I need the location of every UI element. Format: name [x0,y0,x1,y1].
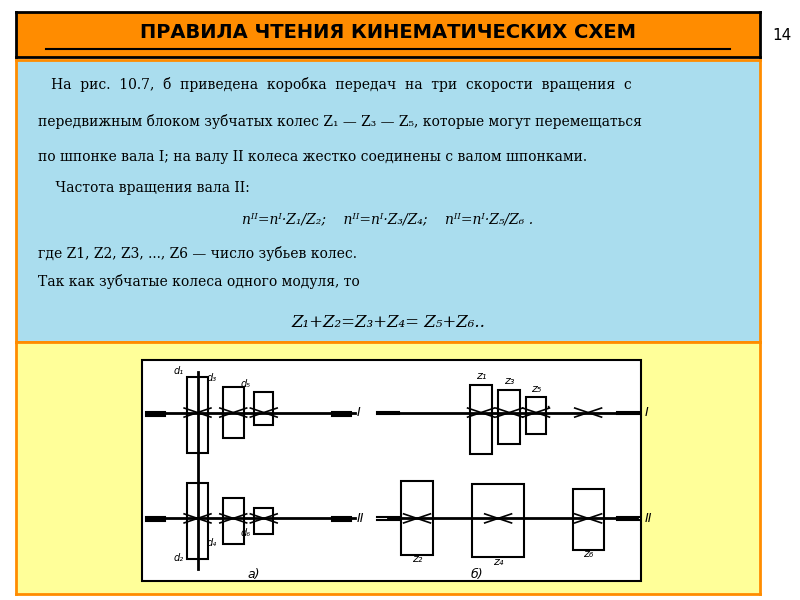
Text: где Z1, Z2, Z3, ..., Z6 — число зубьев колес.: где Z1, Z2, Z3, ..., Z6 — число зубьев к… [38,246,358,261]
Text: d₆: d₆ [241,527,251,538]
Text: z₅: z₅ [531,385,542,394]
Text: z₄: z₄ [493,557,503,567]
Text: Частота вращения вала II:: Частота вращения вала II: [38,181,250,195]
Text: На  рис.  10.7,  б  приведена  коробка  передач  на  три  скорости  вращения  с: На рис. 10.7, б приведена коробка переда… [38,77,632,92]
Text: 14: 14 [772,28,791,43]
Text: d₂: d₂ [174,553,184,563]
Bar [526,397,546,434]
Text: Так как зубчатые колеса одного модуля, то: Так как зубчатые колеса одного модуля, т… [38,274,360,289]
Text: I: I [357,406,361,419]
Bar [402,481,433,555]
Bar [254,508,274,533]
Text: ПРАВИЛА ЧТЕНИЯ КИНЕМАТИЧЕСКИХ СХЕМ: ПРАВИЛА ЧТЕНИЯ КИНЕМАТИЧЕСКИХ СХЕМ [140,23,636,42]
Text: d₁: d₁ [174,365,184,376]
Bar [142,359,641,581]
Text: I: I [645,406,649,419]
Bar [187,377,208,453]
Text: б): б) [471,568,483,581]
Text: z₃: z₃ [504,376,514,386]
Text: z₆: z₆ [583,550,594,559]
Text: d₃: d₃ [206,373,217,383]
Text: передвижным блоком зубчатых колес Z₁ — Z₃ — Z₅, которые могут перемещаться: передвижным блоком зубчатых колес Z₁ — Z… [38,113,642,128]
Text: z₂: z₂ [412,554,422,565]
Bar [223,388,244,438]
Text: а): а) [248,568,260,581]
Text: d₅: d₅ [241,379,251,389]
Bar [472,484,524,557]
Text: z₁: z₁ [476,371,486,380]
Text: nᴵᴵ=nᴵ·Z₁/Z₂;    nᴵᴵ=nᴵ·Z₃/Z₄;    nᴵᴵ=nᴵ·Z₅/Z₆ .: nᴵᴵ=nᴵ·Z₁/Z₂; nᴵᴵ=nᴵ·Z₃/Z₄; nᴵᴵ=nᴵ·Z₅/Z₆… [242,212,534,226]
Text: II: II [357,512,364,525]
Text: d₄: d₄ [206,538,217,548]
Bar [470,385,492,454]
Text: Z₁+Z₂=Z₃+Z₄= Z₅+Z₆..: Z₁+Z₂=Z₃+Z₄= Z₅+Z₆.. [291,314,485,331]
Bar [498,390,521,444]
Text: по шпонке вала I; на валу II колеса жестко соединены с валом шпонками.: по шпонке вала I; на валу II колеса жест… [38,150,587,164]
Bar [187,483,208,559]
Text: II: II [645,512,652,525]
Bar [254,392,274,425]
Bar [573,490,604,550]
Text: .: . [546,394,550,412]
Bar [223,498,244,544]
